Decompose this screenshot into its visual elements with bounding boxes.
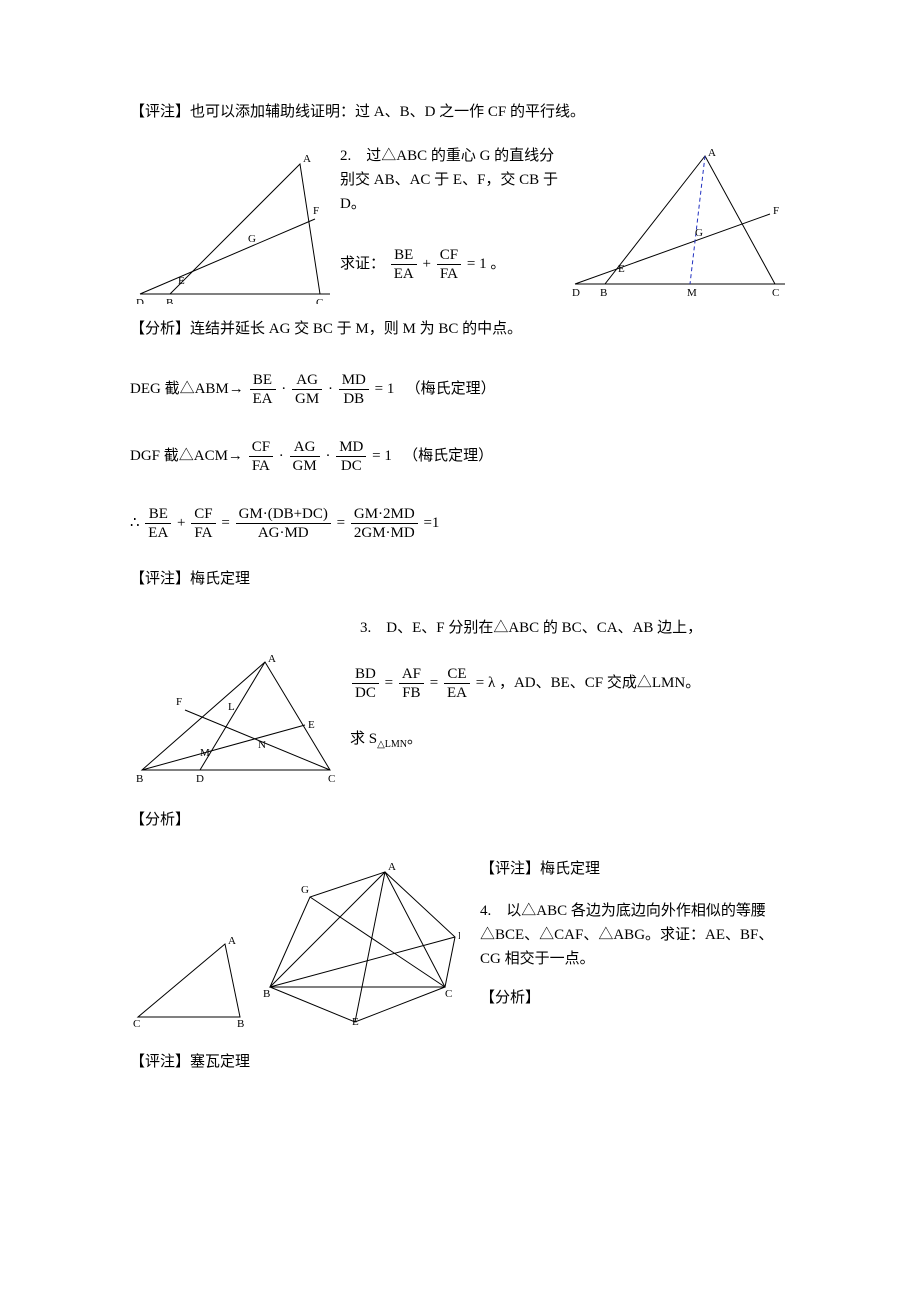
svg-text:B: B	[136, 773, 143, 785]
problem-3-eq: BDDC = AFFB = CEEA = λ ，AD、BE、CF 交成△LMN。	[350, 665, 790, 702]
eq-2-line3: ∴ BEEA + CFFA = GM·(DB+DC)AG·MD = GM·2MD…	[130, 505, 790, 542]
problem-3-ask: 求 S△LMN。	[350, 727, 790, 753]
svg-text:A: A	[388, 861, 396, 873]
note-2: 【评注】梅氏定理	[130, 567, 790, 591]
figure-4b-svg: A B C E F G	[255, 857, 460, 1027]
svg-text:B: B	[263, 988, 270, 1000]
svg-text:F: F	[313, 205, 319, 217]
eq-2-line1: DEG 截△ABM→ BEEA · AGGM · MDDB = 1 （梅氏定理）	[130, 371, 790, 408]
note-1: 【评注】也可以添加辅助线证明：过 A、B、D 之一作 CF 的平行线。	[130, 100, 790, 124]
svg-text:A: A	[228, 935, 236, 947]
problem-3-analysis: 【分析】	[130, 808, 790, 832]
note-1-text: 【评注】也可以添加辅助线证明：过 A、B、D 之一作 CF 的平行线。	[130, 104, 585, 120]
problem-2-body: 过△ABC 的重心 G 的直线分别交 AB、AC 于 E、F，交 CB 于 D。	[340, 148, 558, 212]
figure-4b: A B C E F G	[255, 857, 460, 1035]
svg-text:C: C	[445, 988, 452, 1000]
figure-3: A B C D E F L M N	[130, 650, 340, 793]
problem-4-statement: 4. 以△ABC 各边为底边向外作相似的等腰△BCE、△CAF、△ABG。求证：…	[480, 899, 790, 971]
svg-text:E: E	[618, 263, 625, 275]
figure-4a-svg: A B C	[130, 932, 250, 1027]
svg-text:B: B	[166, 297, 173, 304]
svg-text:C: C	[328, 773, 335, 785]
svg-text:F: F	[773, 205, 779, 217]
svg-text:A: A	[303, 153, 311, 165]
figure-2a-svg: A B C D E F G	[130, 144, 330, 304]
svg-text:M: M	[200, 747, 210, 759]
problem-4-analysis: 【分析】	[480, 986, 790, 1010]
svg-text:D: D	[572, 287, 580, 299]
svg-text:A: A	[708, 147, 716, 159]
problem-2-prove: 求证： BEEA + CFFA = 1 。	[340, 246, 560, 283]
svg-text:G: G	[695, 227, 703, 239]
svg-text:B: B	[237, 1018, 244, 1027]
svg-text:B: B	[600, 287, 607, 299]
problem-2-analysis: 【分析】连结并延长 AG 交 BC 于 M，则 M 为 BC 的中点。	[130, 317, 790, 341]
svg-text:G: G	[248, 233, 256, 245]
svg-text:M: M	[687, 287, 697, 299]
svg-text:F: F	[176, 696, 182, 708]
problem-4: A B C A B	[130, 857, 790, 1074]
svg-text:F: F	[458, 930, 460, 942]
svg-text:D: D	[196, 773, 204, 785]
note-4: 【评注】塞瓦定理	[130, 1050, 790, 1074]
svg-text:N: N	[258, 739, 266, 751]
svg-text:D: D	[136, 297, 144, 304]
svg-text:C: C	[772, 287, 779, 299]
svg-text:L: L	[228, 701, 235, 713]
figure-4a: A B C	[130, 932, 250, 1035]
problem-2-num: 2.	[340, 148, 351, 164]
svg-text:C: C	[316, 297, 323, 304]
svg-text:E: E	[352, 1016, 359, 1027]
svg-text:A: A	[268, 653, 276, 665]
problem-3-statement: 3. D、E、F 分别在△ABC 的 BC、CA、AB 边上，	[360, 616, 790, 640]
problem-3: 3. D、E、F 分别在△ABC 的 BC、CA、AB 边上， A B C D …	[130, 616, 790, 832]
eq-2-line2: DGF 截△ACM→ CFFA · AGGM · MDDC = 1 （梅氏定理）	[130, 438, 790, 475]
figure-3-svg: A B C D E F L M N	[130, 650, 340, 785]
figure-2a: A B C D E F G	[130, 144, 330, 312]
svg-text:E: E	[178, 275, 185, 287]
problem-2: A B C D E F G 2. 过△ABC 的重心 G 的直线分别交 AB、A…	[130, 144, 790, 591]
svg-text:G: G	[301, 884, 309, 896]
problem-2-statement: 2. 过△ABC 的重心 G 的直线分别交 AB、AC 于 E、F，交 CB 于…	[340, 144, 560, 216]
figure-2b-svg: A B C D E F G M	[570, 144, 790, 299]
note-3: 【评注】梅氏定理	[480, 857, 790, 881]
svg-text:C: C	[133, 1018, 140, 1027]
svg-text:E: E	[308, 719, 315, 731]
figure-2b: A B C D E F G M	[570, 144, 790, 307]
